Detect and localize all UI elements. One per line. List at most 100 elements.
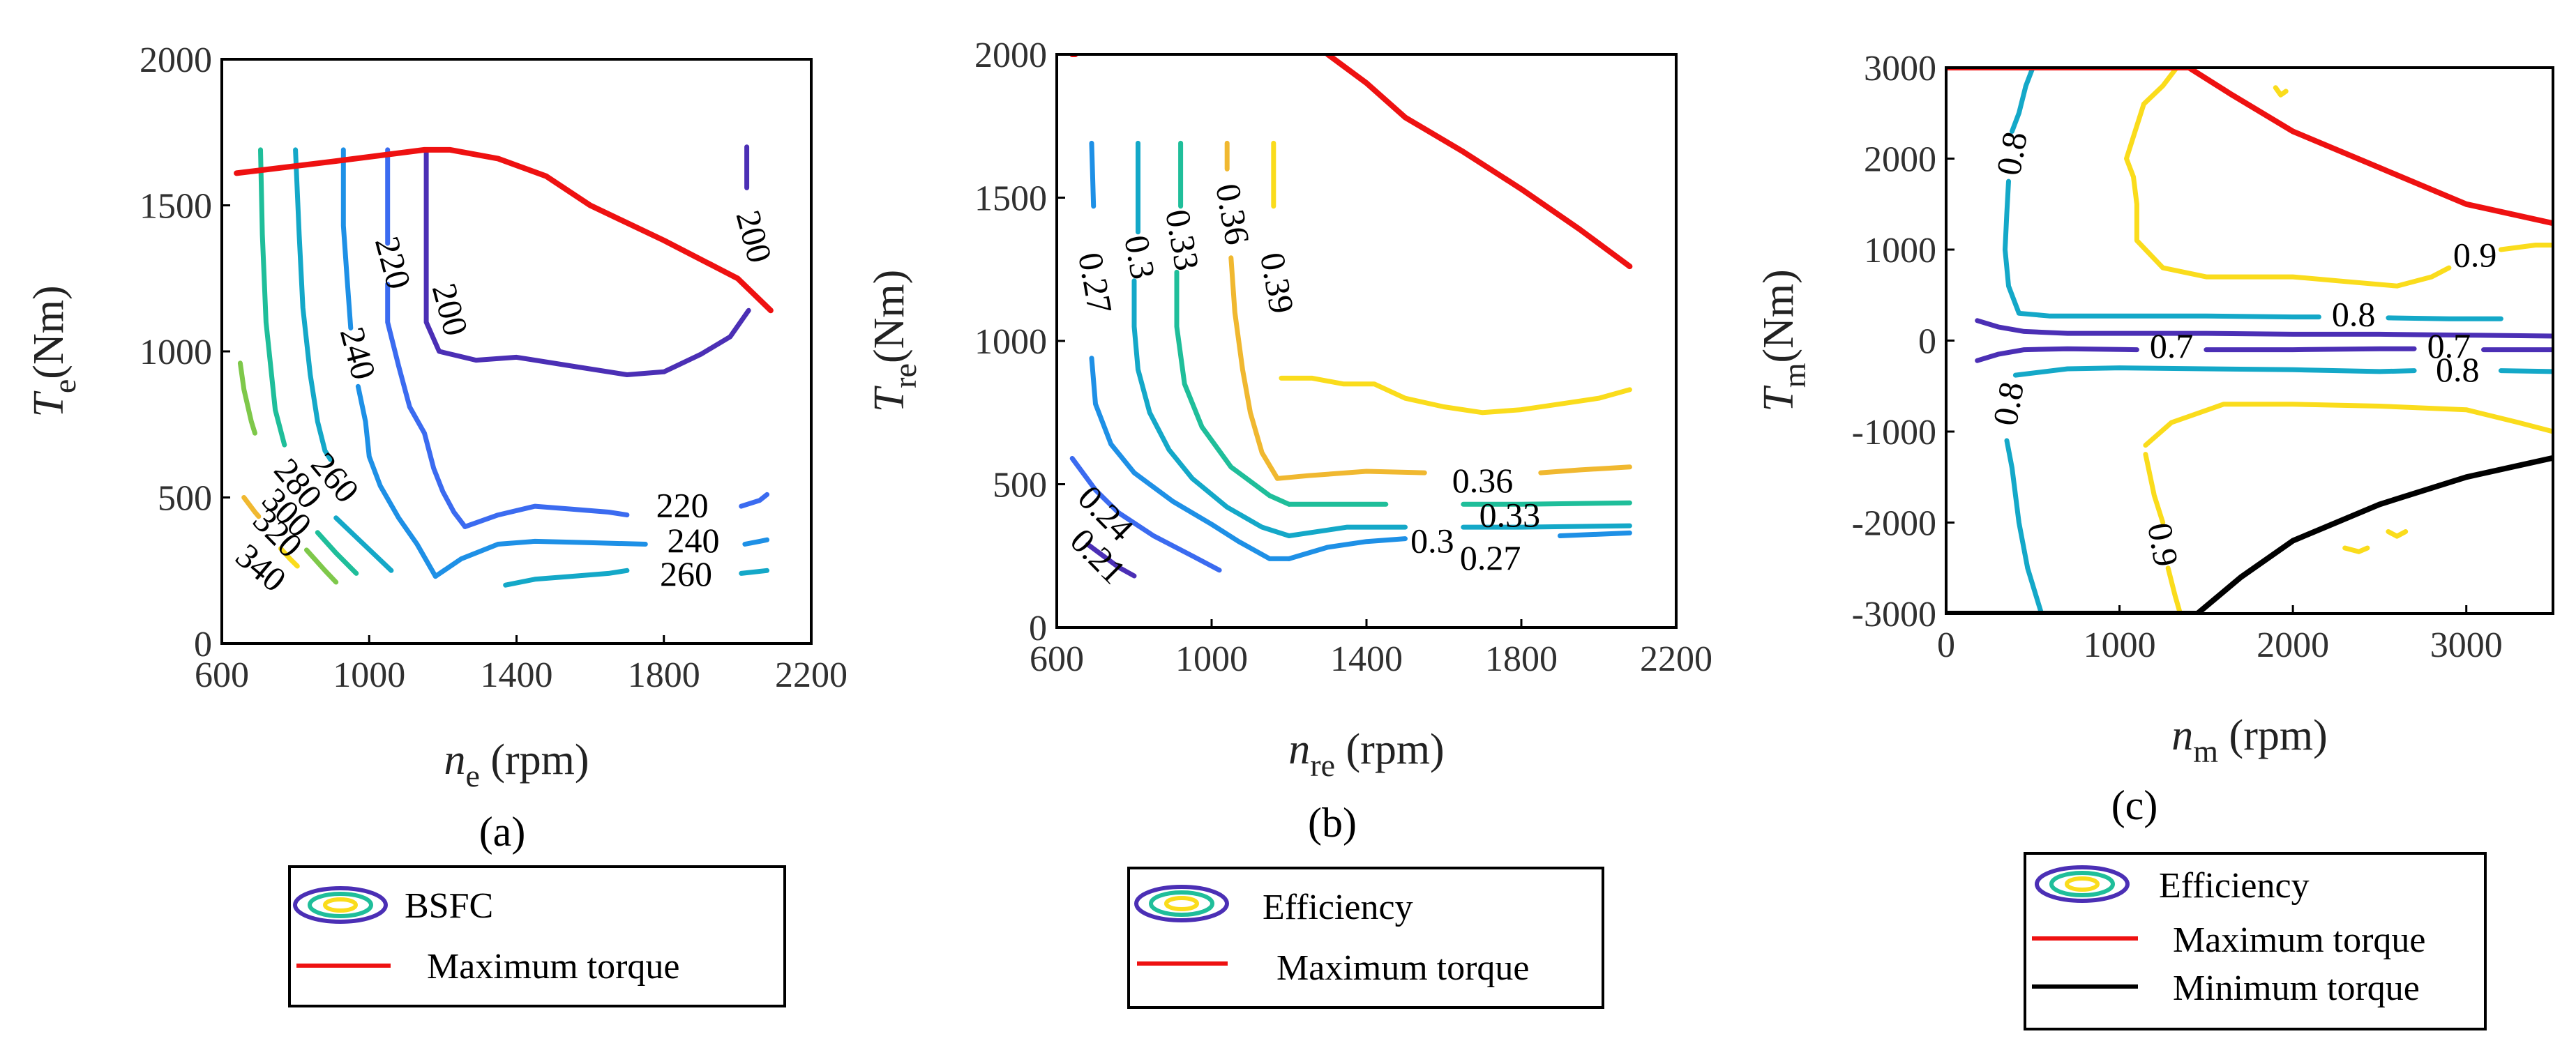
x-axis-label: nm (rpm) [2171,712,2327,769]
contour-line-280 [315,530,359,576]
contour-line-260 [333,515,394,573]
contour-line-0-27 [1558,530,1632,538]
x-tick-label: 2200 [1640,639,1712,679]
contour-line-0-7 [1975,346,2139,363]
x-tick-label: 1000 [1175,639,1248,679]
x-axis-label: nre (rpm) [1288,726,1444,783]
contour-line-0-39 [1279,375,1632,416]
contour-line-0-21 [1085,542,1137,579]
contour-label: 0.27 [1460,538,1521,577]
legend-label-efficiency: Efficiency [2159,866,2310,906]
contour-label: 0.36 [1452,461,1514,500]
x-tick-label: 3000 [2430,625,2503,665]
panel-b-legend: Efficiency Maximum torque [1127,867,1604,1009]
contour-line-0-8 [2386,315,2503,321]
x-tick-label: 1400 [1330,639,1403,679]
contour-line-220 [739,492,770,509]
contour-line-0-9 [2273,85,2289,98]
contour-line-320 [241,495,262,519]
y-tick-label: 2000 [140,40,212,80]
contour-label: 0.3 [1117,232,1163,282]
y-tick-label: 3000 [1864,49,1936,89]
contour-line-0-3 [1131,278,1292,538]
contour-label: 0.27 [1071,250,1120,317]
y-tick-label: 1000 [974,322,1047,362]
y-tick-label: -1000 [1852,413,1936,452]
y-tick-label: 500 [158,479,212,519]
legend-label-max-torque: Maximum torque [427,947,680,987]
contour-label: 240 [668,521,720,560]
y-axis-label: Te(Nm) [25,285,82,417]
contour-line-200 [423,147,751,377]
panel-c-legend: Efficiency Maximum torque Minimum torque [2024,852,2487,1030]
legend-label-efficiency: Efficiency [1263,888,1413,927]
contour-line-240 [355,383,438,579]
legend-box [288,865,786,1007]
contour-line-0-24 [1069,456,1222,573]
contour-label: 0.3 [1410,521,1454,560]
contour-line-0-8 [2003,178,2321,320]
contour-line-300 [304,547,339,585]
panel-a-label: (a) [479,809,526,855]
contour-line-280 [258,147,287,448]
y-tick-label: 1000 [1864,231,1936,271]
contour-line-0-9 [2498,243,2553,252]
contour-legend-icon [293,886,388,924]
y-tick-label: 500 [993,466,1047,505]
contour-label: 0.39 [1253,250,1302,317]
minimum-torque-curve [1946,455,2553,614]
legend-label-min-torque: Minimum torque [2173,968,2420,1008]
x-axis-label: ne (rpm) [444,736,589,793]
contour-legend-icon [2035,865,2130,903]
panel-b-label: (b) [1308,800,1357,846]
contour-label: 0.8 [2436,350,2480,389]
y-tick-label: 2000 [1864,140,1936,180]
contour-line-220 [385,282,468,529]
contour-label: 0.7 [2150,326,2194,365]
x-tick-label: 1800 [1485,639,1558,679]
y-tick-label: 0 [1918,322,1936,362]
y-tick-label: 0 [194,625,212,664]
contour-label: 0.9 [2453,236,2497,275]
panel-c-plot: 0.80.80.80.80.7 0.70.90.90 1000 2000 3000-30… [1755,49,2554,769]
contour-line-0-33 [1461,500,1632,507]
x-tick-label: 2200 [775,655,848,695]
legend-label-bsfc: BSFC [405,886,493,926]
maximum-torque-curve [1946,68,2553,227]
contour-line-0-9 [2165,565,2183,614]
contour-label: 0.8 [1985,379,2031,428]
contour-line-300 [237,360,257,436]
plot-marks: 0.210.240.270.270.30.30.330.330.360.360.… [1063,54,1633,591]
x-tick-label: 1400 [481,655,553,695]
y-tick-label: 1500 [974,179,1047,219]
y-tick-label: -3000 [1852,595,1936,634]
y-axis-label: Tre(Nm) [866,270,923,413]
contour-line-0-27 [1089,356,1292,561]
contour-label: 0.8 [2332,294,2376,333]
contour-line-0-27 [1089,140,1097,209]
contour-line-0-9 [2143,402,2553,448]
legend-label-max-torque: Maximum torque [2173,920,2426,960]
x-tick-label: 1800 [628,655,700,695]
y-tick-label: 0 [1029,609,1047,648]
contour-line-0-8 [2010,68,2035,134]
contour-line-0-8 [2498,368,2553,374]
contour-label: 260 [660,554,712,593]
contour-line-240 [432,538,648,579]
panel-b: 0.210.240.270.270.30.30.330.330.360.360.… [866,36,1712,1009]
contour-legend-icon [1134,885,1229,922]
panel-a-legend: BSFC Maximum torque [288,865,786,1007]
contour-line-0-3 [1461,523,1632,530]
y-tick-label: -2000 [1852,504,1936,544]
y-tick-label: 1500 [140,187,212,227]
contour-line-340 [278,546,300,569]
panel-b-plot: 0.210.240.270.270.30.30.330.330.360.360.… [866,36,1712,783]
contour-line-0-8 [2004,438,2044,614]
maximum-torque-curve [1325,54,1633,270]
legend-box [2024,852,2487,1030]
contour-line-0-36 [1538,464,1632,475]
contour-line-0-9 [2124,68,2452,289]
contour-line-260 [503,568,630,588]
x-tick-label: 600 [1030,639,1084,679]
